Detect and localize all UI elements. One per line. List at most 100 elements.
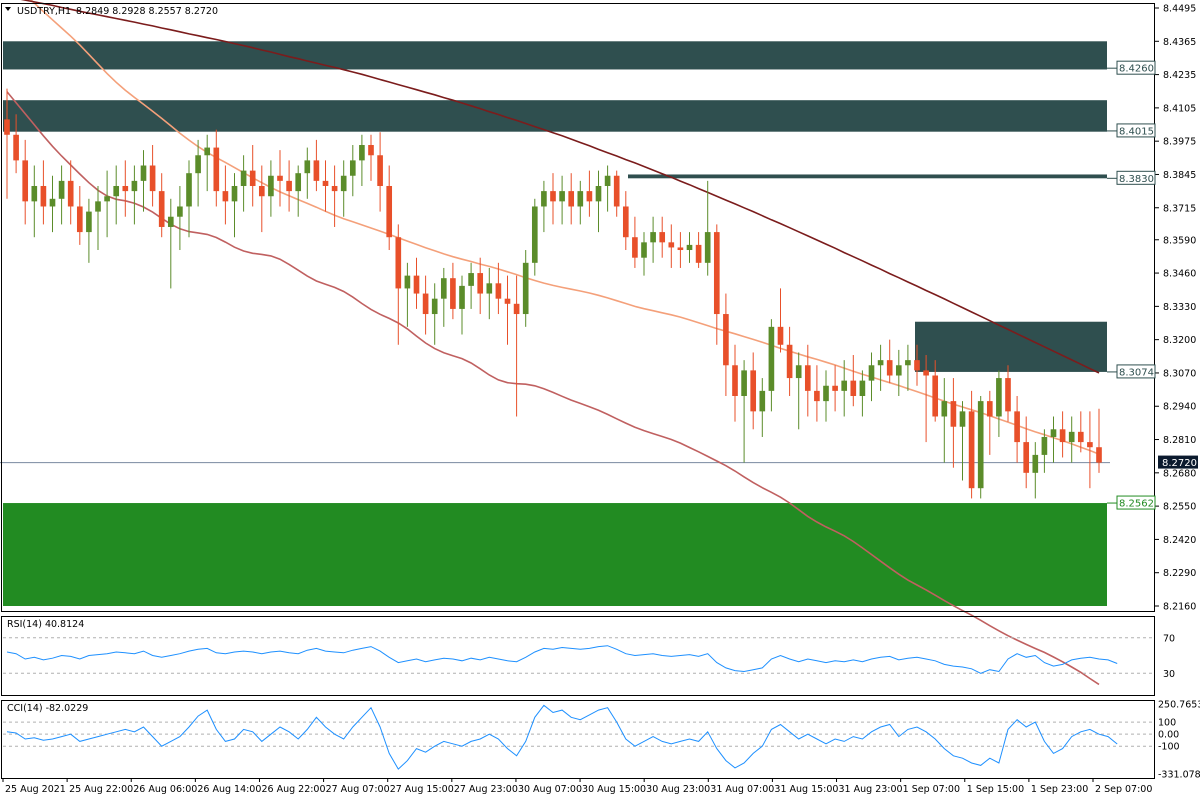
candle-body xyxy=(868,365,875,381)
rsi-axis-label: 30 xyxy=(1163,669,1175,680)
candle xyxy=(413,257,420,309)
candle-body xyxy=(186,173,192,207)
candle-body xyxy=(368,145,374,156)
candle-body xyxy=(641,242,647,258)
price-tick-label: 8.3590 xyxy=(1163,235,1196,246)
candle xyxy=(550,173,556,225)
time-tick-label: 27 Aug 07:00 xyxy=(326,784,390,795)
candle-body xyxy=(122,185,129,192)
candle-body xyxy=(850,380,857,396)
candle xyxy=(732,344,738,422)
candle-body xyxy=(677,247,684,251)
candle-body xyxy=(304,160,311,174)
current-price-badge xyxy=(1158,455,1198,469)
candle-body xyxy=(750,370,757,412)
candle-body xyxy=(1014,411,1020,443)
candle xyxy=(104,170,110,238)
price-tick-label: 8.3715 xyxy=(1163,203,1196,214)
candle xyxy=(704,180,711,276)
candle xyxy=(31,165,38,238)
price-tick-label: 8.3460 xyxy=(1163,269,1196,280)
candle-body xyxy=(286,180,292,192)
panel-frame xyxy=(1,3,1155,612)
candle xyxy=(650,216,656,263)
candle xyxy=(877,344,884,391)
candle xyxy=(113,165,120,225)
time-tick-label: 30 Aug 07:00 xyxy=(518,784,582,795)
rsi-axis-label: 70 xyxy=(1163,633,1175,644)
candle-body xyxy=(167,216,174,227)
candle xyxy=(450,262,456,320)
candle xyxy=(67,160,74,225)
cci-axis-label: 250.7653 xyxy=(1158,700,1200,711)
cci-panel xyxy=(3,704,1152,770)
candle xyxy=(795,352,802,430)
candle xyxy=(850,355,857,407)
candle xyxy=(1050,416,1057,463)
candle xyxy=(622,191,629,251)
candle xyxy=(422,275,429,335)
symbol-label: USDTRY,H1 xyxy=(17,6,71,17)
candle-body xyxy=(1068,431,1075,443)
candle xyxy=(213,129,220,207)
candle-body xyxy=(76,206,83,233)
candle-body xyxy=(1041,436,1048,455)
candle-body xyxy=(195,155,201,174)
time-tick-label: 27 Aug 15:00 xyxy=(390,784,454,795)
candle xyxy=(204,134,211,192)
candle-body xyxy=(40,185,47,207)
candle-body xyxy=(450,278,456,309)
candle xyxy=(1014,395,1020,463)
candle-body xyxy=(1059,429,1066,443)
time-tick-label: 31 Aug 07:00 xyxy=(710,784,774,795)
candle xyxy=(440,267,447,327)
candle-body xyxy=(486,283,493,294)
price-tick-label: 8.3975 xyxy=(1163,137,1196,148)
candle-body xyxy=(941,401,948,417)
candle-body xyxy=(550,191,556,202)
candle-body xyxy=(668,242,675,248)
candle-body xyxy=(395,237,402,289)
ohlc-values: 8.2849 8.2928 8.2557 8.2720 xyxy=(76,6,218,17)
candle-body xyxy=(504,298,511,304)
candle xyxy=(368,134,374,181)
candle xyxy=(886,339,893,384)
candle-body xyxy=(477,273,484,294)
candle xyxy=(786,326,793,396)
candle-body xyxy=(468,273,474,286)
level-label: 8.4260 xyxy=(1119,64,1154,75)
candle xyxy=(559,175,565,225)
candle xyxy=(1032,442,1039,499)
candle xyxy=(604,165,611,212)
candle-body xyxy=(213,147,220,192)
candle-body xyxy=(531,206,538,263)
candle-body xyxy=(158,191,165,227)
menu-triangle-icon[interactable] xyxy=(5,7,11,11)
candle-body xyxy=(240,170,247,186)
candle-body xyxy=(331,185,338,192)
candle-body xyxy=(204,147,211,156)
candle xyxy=(996,370,1002,437)
rsi-label: RSI(14) 40.8124 xyxy=(7,619,84,630)
candle xyxy=(941,378,948,463)
candle-body xyxy=(996,378,1002,417)
candle-body xyxy=(295,173,302,192)
candle xyxy=(395,224,402,345)
candle-body xyxy=(832,385,838,391)
candle xyxy=(695,232,702,268)
candle xyxy=(286,160,292,212)
candle xyxy=(677,232,684,268)
candle-body xyxy=(895,365,902,376)
candle-body xyxy=(422,293,429,315)
candle xyxy=(331,165,338,227)
candle xyxy=(595,170,602,233)
candle-body xyxy=(704,232,711,263)
price-tick-label: 8.4105 xyxy=(1163,103,1196,114)
candle xyxy=(1023,416,1030,489)
candle xyxy=(322,160,329,212)
candle-body xyxy=(786,344,793,379)
price-tick-label: 8.4495 xyxy=(1163,4,1196,15)
resistance-zone xyxy=(3,41,1107,70)
candle xyxy=(832,365,838,412)
